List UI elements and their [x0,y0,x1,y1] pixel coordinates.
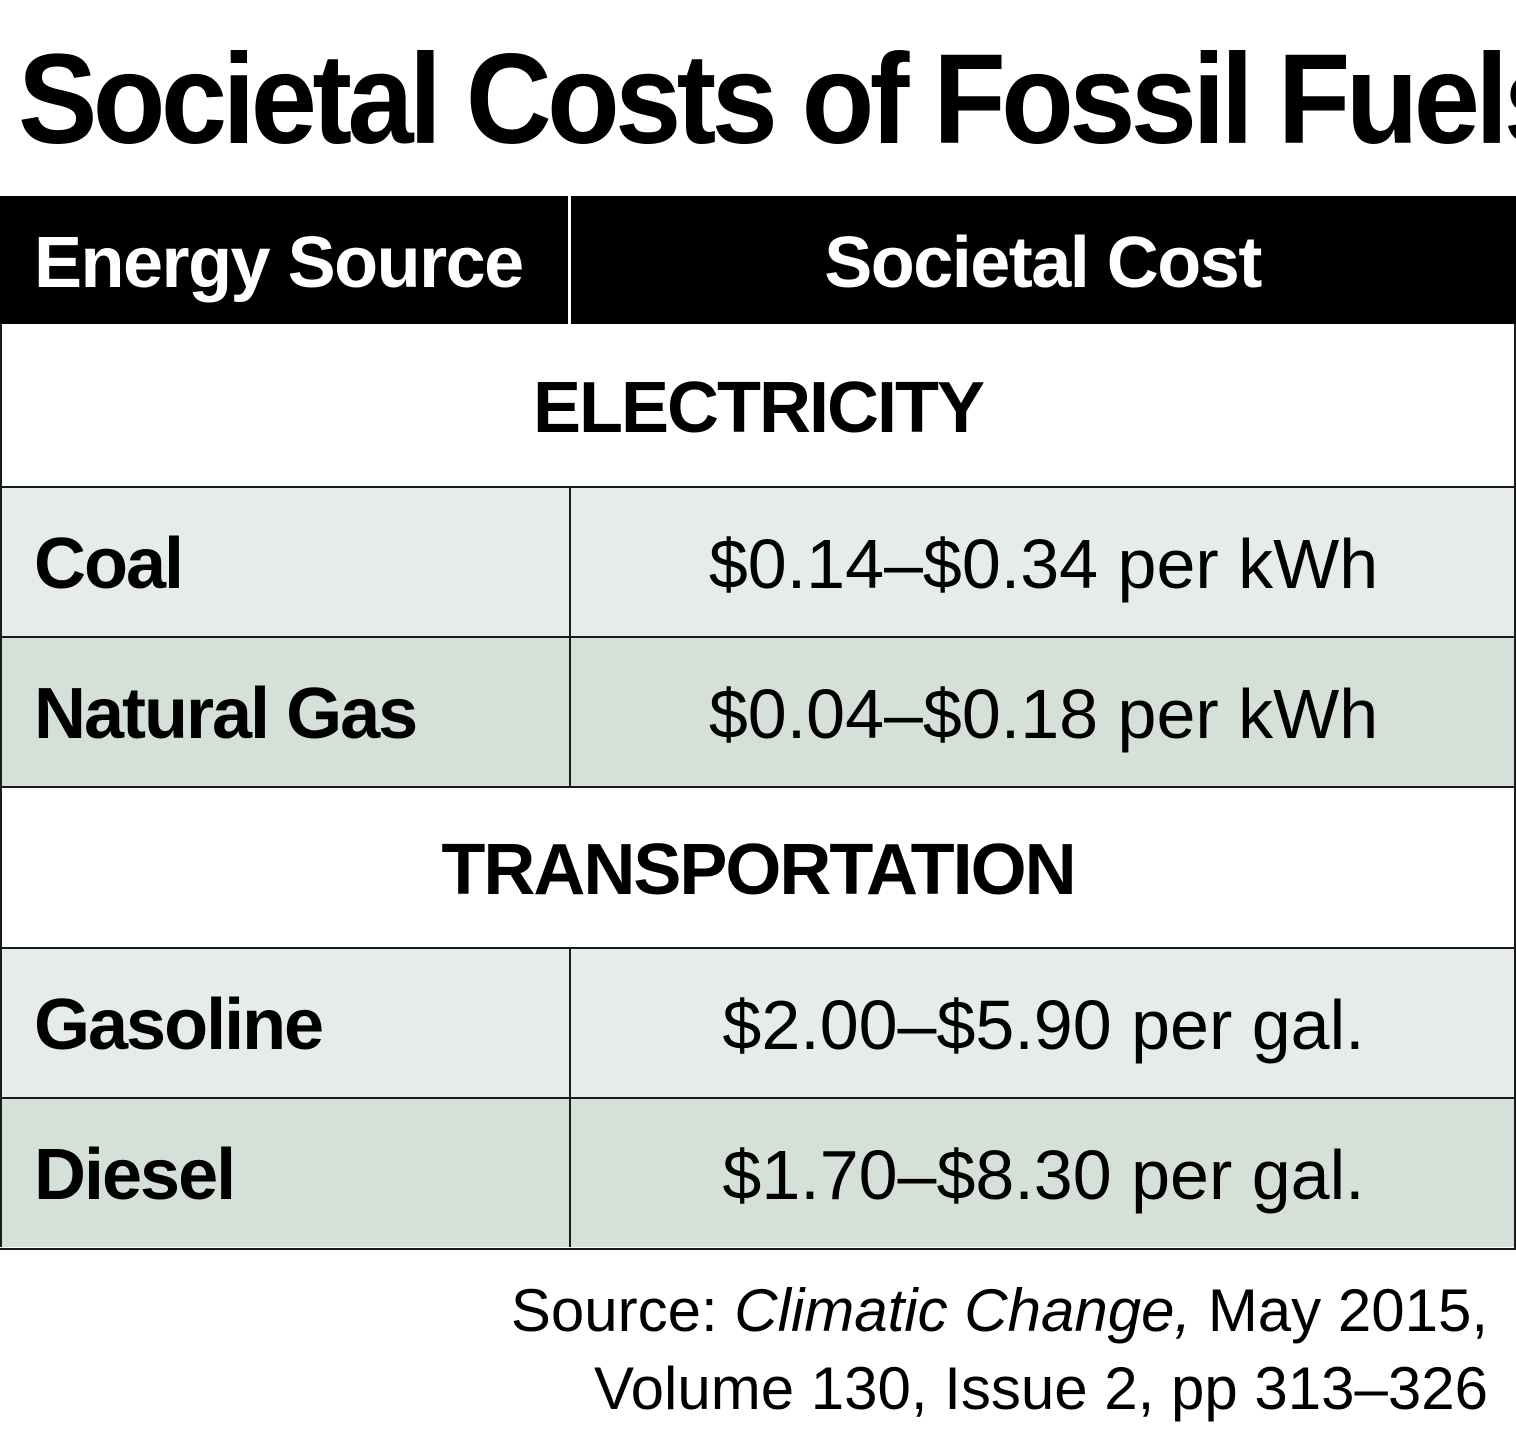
row-cost: $1.70–$8.30 per gal. [722,1136,1365,1214]
source-journal: Climatic Change, [734,1277,1192,1344]
column-divider [569,638,571,786]
row-cost: $0.14–$0.34 per kWh [708,525,1379,603]
table-header-row: Energy Source Societal Cost [0,196,1516,324]
column-divider [569,488,571,636]
page-title: Societal Costs of Fossil Fuels [18,28,1516,171]
row-source: Coal [34,524,184,604]
source-prefix: Source: [510,1277,735,1344]
table-row-gasoline: Gasoline $2.00–$5.90 per gal. [0,947,1514,1097]
source-line-1: Source: Climatic Change, May 2015, [511,1272,1488,1350]
societal-cost-table: Energy Source Societal Cost ELECTRICITY … [0,196,1516,1250]
source-citation: Source: Climatic Change, May 2015, Volum… [511,1272,1488,1428]
table-row-natural-gas: Natural Gas $0.04–$0.18 per kWh [0,636,1514,786]
header-energy-source: Energy Source [34,223,524,303]
source-line-2: Volume 130, Issue 2, pp 313–326 [593,1355,1488,1422]
section-electricity: ELECTRICITY [0,324,1514,486]
row-source: Gasoline [34,985,324,1065]
section-transportation: TRANSPORTATION [0,786,1514,948]
row-cost: $0.04–$0.18 per kWh [708,675,1379,753]
table-row-diesel: Diesel $1.70–$8.30 per gal. [0,1097,1514,1247]
row-cost: $2.00–$5.90 per gal. [722,986,1365,1064]
column-divider [569,949,571,1097]
row-source: Natural Gas [34,674,418,754]
row-source: Diesel [34,1135,236,1215]
header-societal-cost: Societal Cost [824,223,1262,303]
table-row-coal: Coal $0.14–$0.34 per kWh [0,486,1514,636]
column-divider [569,1099,571,1247]
header-divider [568,196,571,324]
source-date: May 2015, [1191,1277,1488,1344]
